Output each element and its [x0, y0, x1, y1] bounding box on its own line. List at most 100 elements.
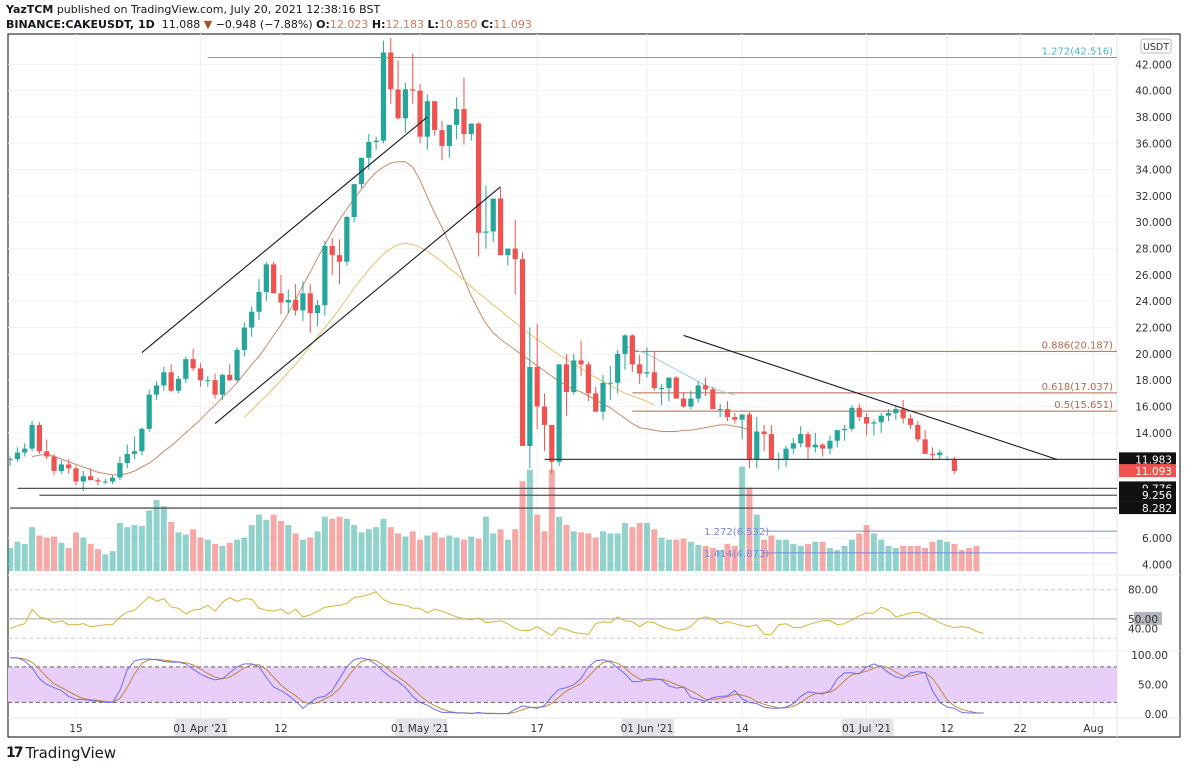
candle-body	[95, 480, 101, 482]
volume-bar	[936, 539, 943, 571]
candle-body	[131, 451, 138, 454]
volume-bar	[966, 548, 973, 571]
volume-bar	[600, 531, 607, 571]
support-price-badge-bg	[1119, 452, 1176, 466]
price-axis-label: 32.000	[1135, 191, 1172, 203]
rsi-badge-bg	[1134, 611, 1162, 625]
volume-bar	[380, 518, 387, 571]
time-axis-label: 12	[940, 723, 953, 735]
volume-bar	[387, 527, 394, 571]
stoch-k-line	[10, 657, 984, 715]
volume-bar	[453, 537, 460, 571]
volume-bar	[892, 548, 899, 571]
candle-body	[915, 424, 921, 440]
volume-bar	[973, 545, 980, 571]
price-axis-label: 24.000	[1135, 296, 1172, 308]
candle-body	[410, 89, 416, 91]
volume-bar	[168, 521, 175, 571]
volume-bar	[358, 532, 365, 571]
high-value: 12.183	[385, 18, 425, 31]
rsi-axis-label: 40.00	[1128, 624, 1158, 636]
volume-bar	[870, 533, 877, 571]
candle-body	[190, 359, 196, 369]
candle-body	[666, 377, 672, 389]
candle-body	[80, 476, 86, 482]
volume-bar	[343, 518, 350, 571]
candle-body	[146, 394, 152, 429]
candle-body	[637, 364, 643, 374]
candle-body	[205, 380, 211, 382]
volume-bar	[958, 550, 965, 571]
candle-body	[36, 424, 42, 452]
candle-body	[761, 431, 767, 435]
time-axis-label: 14	[735, 723, 749, 735]
volume-bar	[709, 548, 716, 571]
candle-body	[314, 305, 321, 314]
fib-level-label: 0.5(15.651)	[1054, 400, 1113, 411]
volume-bar	[490, 533, 497, 571]
candle-body	[454, 109, 460, 125]
volume-bar	[826, 548, 833, 571]
candle-body	[446, 124, 452, 146]
rsi-line	[9, 591, 984, 637]
volume-bar	[263, 519, 270, 571]
volume-bar	[687, 541, 694, 571]
candle-body	[863, 417, 870, 424]
candle-body	[922, 439, 928, 454]
candle-body	[424, 101, 430, 137]
low-label: L:	[427, 18, 439, 31]
volume-bar	[570, 531, 577, 571]
published-text: published on TradingView.com, July 20, 2…	[56, 3, 381, 16]
volume-bar	[761, 539, 768, 571]
stoch-axis-label: 0.00	[1145, 709, 1168, 721]
price-axis-label: 4.000	[1142, 559, 1172, 571]
author-name[interactable]: YazTCM	[6, 3, 54, 16]
volume-bar	[299, 539, 306, 571]
volume-bar	[665, 539, 672, 571]
volume-bar	[922, 548, 929, 571]
volume-bar	[182, 534, 189, 571]
candle-body	[900, 409, 906, 419]
candle-body	[783, 448, 789, 460]
trendline-channel-lower	[214, 186, 501, 425]
trendline-descending-resistance	[683, 334, 1058, 460]
price-change: −0.948 (−7.88%)	[215, 18, 313, 31]
volume-bar	[417, 539, 424, 571]
volume-bar	[504, 539, 511, 571]
time-axis-label: Aug	[1083, 723, 1104, 735]
volume-bar	[819, 541, 826, 571]
open-label: O:	[316, 18, 330, 31]
candle-body	[139, 428, 145, 452]
volume-bar	[241, 537, 248, 571]
fib-level-label: 1.272(42.516)	[1042, 47, 1114, 58]
price-axis-label: 6.000	[1142, 533, 1172, 545]
volume-bar	[775, 539, 782, 571]
candle-body	[856, 407, 862, 418]
volume-bar	[702, 545, 709, 571]
candle-body	[227, 374, 233, 381]
candle-body	[256, 291, 262, 312]
candle-body	[183, 359, 189, 379]
volume-bar	[812, 541, 819, 571]
volume-bar	[109, 551, 116, 571]
close-value: 11.093	[493, 18, 532, 31]
candle-body	[476, 123, 482, 233]
support-price-badge-bg	[1119, 501, 1176, 515]
volume-bar	[175, 532, 182, 571]
volume-bar	[900, 545, 907, 571]
volume-bar	[578, 532, 585, 571]
time-label-highlight	[395, 719, 448, 736]
candle-body	[871, 422, 877, 424]
price-axis-label: 16.000	[1135, 401, 1172, 413]
time-axis-label: 12	[274, 723, 287, 735]
last-price-badge: 11.093	[1135, 466, 1172, 478]
volume-bar	[607, 533, 614, 571]
candle-body	[7, 459, 13, 461]
symbol-name: BINANCE:CAKEUSDT, 1D	[6, 18, 155, 31]
candle-body	[175, 378, 182, 391]
volume-bar	[321, 516, 328, 571]
candle-body	[724, 409, 731, 418]
candle-body	[102, 481, 108, 483]
tradingview-logo[interactable]: 17 TradingView	[6, 744, 116, 762]
